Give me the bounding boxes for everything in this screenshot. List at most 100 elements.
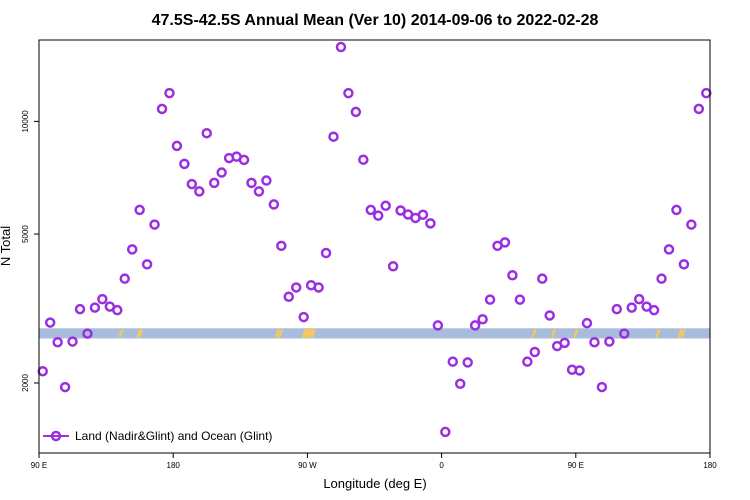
y-axis-label: N Total — [0, 226, 13, 266]
data-point — [82, 328, 93, 339]
land-marker — [309, 328, 315, 338]
data-point — [529, 346, 541, 358]
surface-band — [39, 328, 710, 339]
data-point — [238, 154, 250, 166]
data-point — [537, 273, 548, 284]
x-tick-label: 90 E — [31, 461, 47, 470]
data-point — [119, 273, 130, 284]
land-marker — [274, 328, 281, 338]
data-point — [395, 205, 406, 216]
data-point — [484, 294, 496, 305]
data-point — [246, 177, 257, 189]
data-point — [328, 131, 339, 142]
data-point — [469, 320, 481, 331]
data-point — [194, 186, 205, 197]
legend-label: Land (Nadir&Glint) and Ocean (Glint) — [75, 429, 272, 443]
data-point — [499, 237, 511, 248]
data-point — [74, 303, 86, 315]
data-point — [253, 186, 265, 197]
land-marker — [680, 328, 686, 338]
y-tick-label: 5000 — [21, 225, 30, 243]
land-marker — [310, 328, 317, 338]
data-point — [37, 365, 48, 377]
land-marker — [136, 328, 142, 338]
data-point — [648, 304, 660, 316]
data-point — [686, 219, 697, 230]
data-point — [290, 282, 302, 293]
data-point — [283, 291, 295, 302]
data-point — [67, 336, 78, 347]
data-point — [298, 311, 309, 323]
data-point — [604, 336, 615, 347]
data-point — [141, 259, 153, 270]
land-marker — [550, 328, 557, 338]
y-axis: 2000 5000 10000 — [21, 110, 39, 392]
data-point — [447, 356, 459, 367]
land-marker — [304, 328, 311, 338]
land-marker — [531, 328, 537, 338]
legend: Land (Nadir&Glint) and Ocean (Glint) — [43, 429, 272, 443]
data-point — [633, 293, 645, 305]
data-points — [37, 41, 712, 438]
data-point — [663, 244, 675, 255]
y-tick-label: 10000 — [21, 110, 30, 133]
data-point — [656, 273, 667, 284]
x-tick-label: 90 E — [568, 461, 584, 470]
data-point — [201, 127, 212, 139]
data-point — [313, 282, 324, 293]
x-tick-label: 180 — [167, 461, 181, 470]
land-marker-layer — [118, 328, 686, 338]
data-point — [268, 199, 280, 210]
data-point — [477, 314, 488, 325]
data-point — [126, 244, 138, 255]
data-point — [134, 204, 145, 216]
data-point — [417, 209, 429, 221]
data-point — [544, 310, 555, 321]
x-tick-label: 0 — [439, 461, 444, 470]
data-point — [574, 365, 585, 376]
data-point — [387, 261, 399, 272]
data-point — [462, 357, 473, 368]
land-marker — [306, 328, 312, 338]
band-layer — [39, 328, 710, 339]
data-point — [335, 41, 347, 53]
data-point — [164, 87, 175, 99]
data-point — [97, 293, 108, 305]
data-point — [261, 175, 272, 186]
data-point — [365, 204, 377, 216]
data-point — [343, 87, 354, 99]
data-point — [589, 336, 600, 348]
data-point — [671, 204, 682, 216]
data-point — [179, 158, 190, 170]
data-point — [380, 200, 391, 212]
data-point — [216, 167, 227, 178]
legend-marker — [50, 430, 62, 442]
land-marker — [677, 328, 683, 338]
x-tick-label: 90 W — [298, 461, 317, 470]
data-point — [276, 240, 287, 252]
data-point — [149, 219, 160, 230]
data-point — [611, 303, 623, 315]
data-point — [156, 103, 168, 115]
data-point — [425, 218, 436, 229]
data-point — [171, 140, 183, 152]
plot-frame — [38, 39, 711, 454]
data-point — [350, 106, 362, 118]
land-marker — [655, 328, 661, 338]
x-axis-label: Longitude (deg E) — [323, 476, 426, 491]
data-point — [89, 302, 101, 313]
chart-title: 47.5S-42.5S Annual Mean (Ver 10) 2014-09… — [152, 12, 599, 29]
data-point — [186, 178, 198, 190]
data-point — [619, 328, 630, 339]
data-point — [112, 304, 123, 316]
land-marker — [307, 328, 314, 338]
data-point — [440, 426, 451, 438]
land-marker — [137, 328, 144, 338]
x-tick-label: 180 — [703, 461, 717, 470]
land-marker — [303, 328, 309, 338]
data-point — [454, 378, 466, 390]
data-point — [596, 381, 608, 393]
data-point — [320, 247, 332, 259]
y-tick-label: 2000 — [21, 374, 30, 392]
